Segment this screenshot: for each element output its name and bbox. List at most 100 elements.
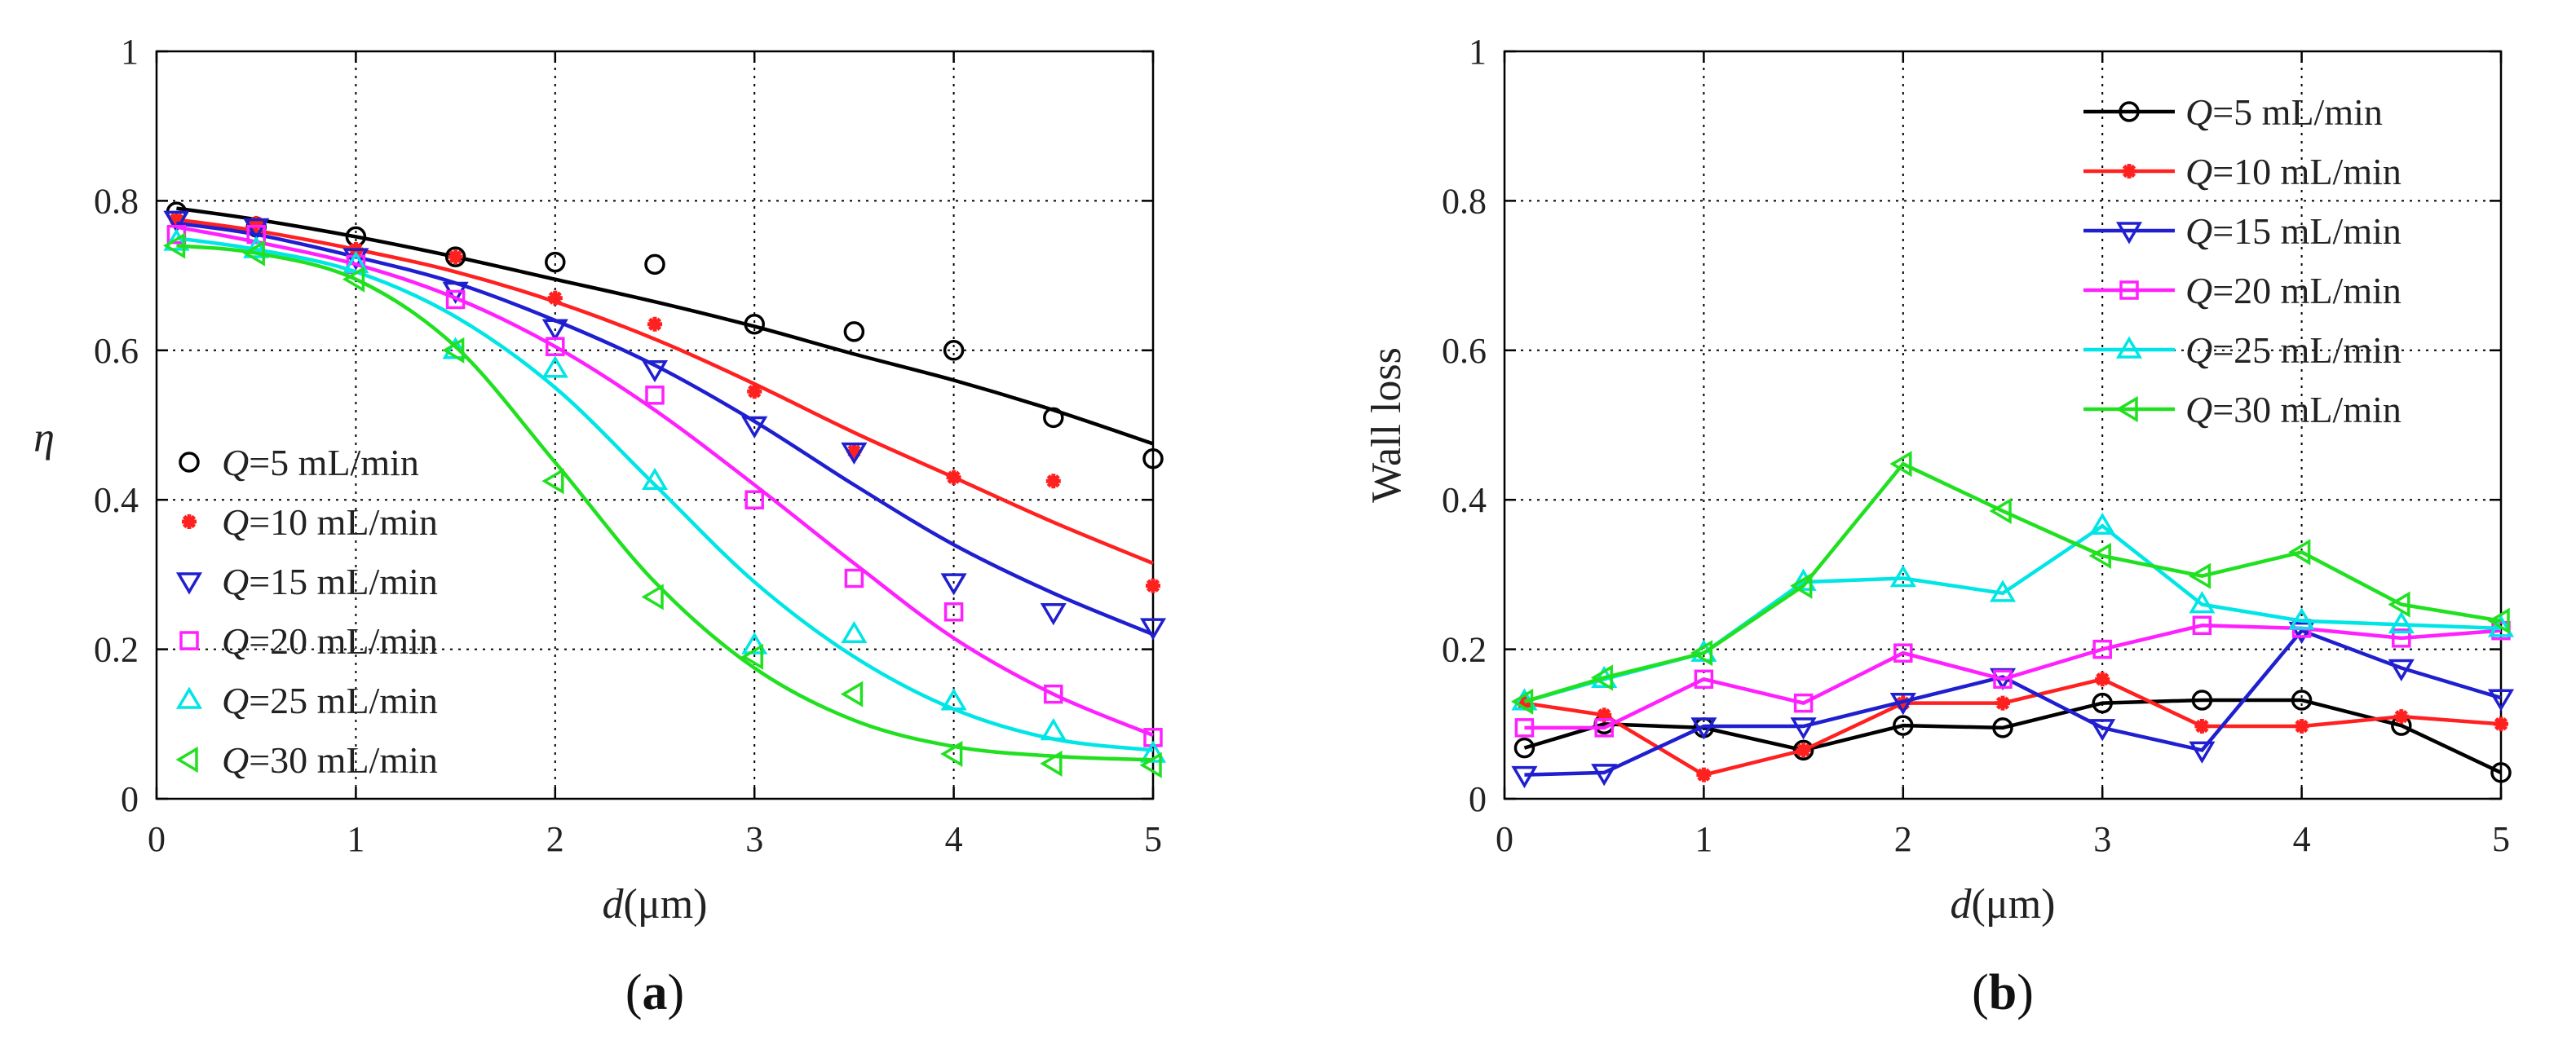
data-point: [1889, 565, 1916, 588]
data-point: [541, 319, 568, 342]
data-point: [1591, 764, 1618, 787]
data-point: [644, 253, 665, 275]
legend-label: Q=30 mL/min: [222, 739, 438, 781]
data-point: [243, 218, 270, 240]
x-axis-variable: d: [603, 881, 625, 928]
y-tick-label: 0: [121, 779, 139, 819]
x-axis-label: d(μm): [1951, 881, 2056, 928]
series-1: [1517, 672, 2508, 782]
legend-marker: [2115, 336, 2143, 359]
x-tick-label: 5: [1144, 819, 1162, 859]
y-tick-label: 0.6: [1442, 331, 1487, 371]
legend-text: =10 mL/min: [249, 501, 438, 543]
data-point: [1510, 688, 1534, 715]
data-point: [1139, 751, 1162, 778]
data-point: [2288, 607, 2315, 630]
fit-curve: [176, 244, 1154, 762]
x-tick-label: 1: [347, 819, 365, 859]
legend-marker: [2122, 164, 2136, 179]
legend-text: =10 mL/min: [2212, 151, 2401, 192]
legend-marker: [182, 514, 197, 529]
data-point: [2487, 615, 2515, 637]
legend-text: =30 mL/min: [249, 739, 438, 781]
data-point: [1690, 640, 1713, 667]
fit-curve: [176, 206, 1154, 446]
x-tick-label: 5: [2492, 819, 2510, 859]
data-point: [1044, 684, 1063, 704]
data-point: [641, 584, 664, 610]
data-point: [2191, 690, 2213, 711]
data-point: [2388, 591, 2410, 618]
data-point: [2189, 591, 2216, 614]
data-point: [841, 442, 868, 465]
y-tick-label: 0.8: [1442, 181, 1487, 221]
panel-label-letter: a: [643, 965, 668, 1020]
data-point: [940, 740, 963, 768]
data-point: [1995, 695, 2010, 711]
y-tick-label: 0.4: [94, 480, 139, 520]
data-point: [1594, 718, 1614, 738]
data-point: [1889, 451, 1912, 478]
data-point: [844, 568, 864, 588]
data-point: [1513, 737, 1535, 759]
data-point: [2194, 719, 2210, 734]
data-point: [242, 240, 265, 267]
legend-label: Q=20 mL/min: [2185, 270, 2401, 311]
data-point: [641, 359, 669, 383]
data-point: [745, 490, 764, 509]
data-point: [2189, 741, 2216, 764]
fit-curve: [176, 221, 1154, 637]
data-point: [2088, 542, 2111, 570]
data-point: [1139, 618, 1167, 641]
legend-marker: [179, 452, 200, 473]
legend-label: Q=10 mL/min: [2185, 151, 2401, 192]
legend-label: Q=30 mL/min: [2185, 389, 2401, 430]
x-axis-variable: d: [1951, 881, 1973, 928]
data-point: [342, 248, 369, 271]
x-tick-label: 2: [1894, 819, 1912, 859]
legend-marker: [179, 631, 199, 650]
axes-frame: [155, 50, 1155, 800]
data-point: [249, 215, 264, 231]
legend-text: =25 mL/min: [2212, 329, 2401, 371]
data-point: [2089, 512, 2116, 536]
data-point: [1893, 643, 1913, 663]
series-line: [1524, 628, 2502, 777]
data-point: [448, 249, 463, 265]
data-point: [840, 681, 864, 707]
y-axis-label: Wall loss: [1363, 347, 1410, 503]
legend-text: =25 mL/min: [249, 680, 438, 721]
x-tick-label: 3: [745, 819, 763, 859]
data-point: [1893, 715, 1914, 736]
data-point: [1993, 669, 2013, 690]
legend-variable: Q: [222, 501, 249, 543]
x-axis-unit: (μm): [624, 881, 708, 928]
data-point: [1790, 717, 1817, 740]
legend-text: =20 mL/min: [249, 620, 438, 662]
data-point: [169, 212, 184, 227]
legend-label: Q=10 mL/min: [222, 501, 438, 543]
legend-variable: Q: [222, 739, 249, 781]
data-point: [2487, 607, 2510, 634]
series-2: [163, 210, 1167, 641]
x-tick-label: 1: [1695, 819, 1712, 859]
data-point: [2288, 621, 2315, 645]
legend-text: =5 mL/min: [249, 442, 419, 483]
data-point: [1517, 695, 1532, 711]
data-point: [2294, 719, 2309, 734]
data-point: [641, 467, 669, 491]
data-point: [741, 416, 768, 439]
legend-text: =20 mL/min: [2212, 270, 2401, 311]
data-point: [163, 228, 190, 251]
legend-variable: Q: [2185, 210, 2212, 252]
data-point: [946, 469, 961, 485]
legend-variable: Q: [222, 561, 249, 602]
data-point: [1889, 693, 1916, 716]
data-point: [1040, 718, 1067, 741]
panel-label-letter: b: [1989, 965, 2017, 1020]
legend-variable: Q: [2185, 270, 2212, 311]
data-point: [1796, 743, 1811, 758]
data-point: [2092, 692, 2113, 714]
data-point: [541, 468, 564, 495]
